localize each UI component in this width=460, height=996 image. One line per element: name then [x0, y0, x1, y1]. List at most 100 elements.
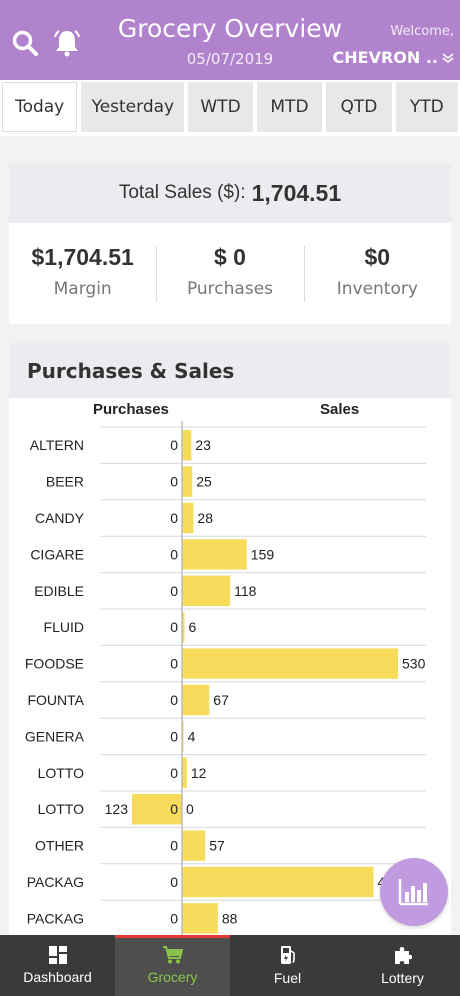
tab-qtd[interactable]: QTD [326, 82, 392, 132]
nav-lottery[interactable]: Lottery [345, 935, 460, 996]
dashboard-icon [48, 946, 67, 964]
sales-value-label: 118 [234, 583, 257, 599]
sales-bar [182, 757, 187, 788]
tab-wtd[interactable]: WTD [188, 82, 253, 132]
purchases-value-label: 0 [170, 765, 178, 781]
margin-value: $1,704.51 [31, 243, 134, 270]
total-sales-label: Total Sales ($): [118, 182, 246, 203]
purchases-column-header: Purchases [93, 401, 169, 418]
purchases-value-label: 0 [170, 728, 178, 744]
sales-bar [182, 502, 194, 534]
category-label: CANDY [35, 510, 85, 526]
page-title: Grocery Overview [117, 14, 343, 43]
puzzle-icon [394, 947, 412, 964]
purchases-value-label: 0 [170, 838, 178, 854]
category-label: LOTTO [38, 765, 85, 781]
tab-mtd[interactable]: MTD [256, 82, 323, 132]
category-label: ALTERN [30, 437, 84, 453]
report-date: 05/07/2019 [186, 50, 274, 68]
bar-chart-icon [398, 879, 428, 906]
sales-value-label: 28 [197, 510, 213, 526]
cart-icon [162, 946, 183, 964]
category-label: LOTTO [38, 801, 85, 817]
tab-yesterday[interactable]: Yesterday [81, 82, 185, 132]
nav-fuel[interactable]: Fuel [230, 935, 345, 996]
bottom-nav: Dashboard Grocery Fuel Lottery [0, 935, 460, 996]
tab-ytd[interactable]: YTD [395, 82, 458, 132]
sales-bar [182, 866, 374, 898]
purchases-label: Purchases [186, 278, 274, 299]
sales-bar [182, 612, 185, 643]
chevron-down-icon [442, 52, 454, 63]
category-label: EDIBLE [34, 583, 84, 599]
sales-bar [182, 430, 192, 461]
fuel-icon [280, 946, 295, 964]
purchases-value-label: 0 [170, 474, 178, 490]
sales-value-label: 159 [251, 546, 275, 562]
sales-value-label: 25 [196, 474, 212, 490]
welcome-label: Welcome, [390, 24, 454, 39]
purchases-sales-chart: ALTERN 23 0 BEER 25 0 CANDY 28 0 CIGARE 159 0 EDIBLE… [25, 421, 426, 943]
category-label: BEER [46, 474, 84, 490]
purchases-value-label: 0 [170, 510, 178, 526]
sales-bar [182, 648, 398, 679]
sales-value-label: 57 [209, 838, 225, 854]
purchases-value-label: 0 [170, 619, 178, 635]
bell-icon[interactable] [50, 26, 84, 60]
nav-grocery[interactable]: Grocery [115, 935, 230, 996]
user-dropdown[interactable]: CHEVRON .. [333, 48, 454, 67]
sales-value-label: 23 [195, 437, 211, 453]
sales-value-label: 67 [213, 692, 229, 708]
purchases-zero-label: 0 [170, 801, 178, 817]
sales-bar [182, 539, 247, 570]
category-label: GENERA [25, 728, 85, 744]
category-label: OTHER [35, 838, 84, 854]
search-icon[interactable] [8, 26, 42, 60]
sales-value-label: 4 [188, 728, 196, 744]
tab-today[interactable]: Today [2, 82, 78, 132]
purchases-sales-card: Purchases & Sales Purchases Sales ALTERN… [9, 343, 451, 943]
sales-value-label: 0 [186, 801, 194, 817]
purchases-value-label: 0 [170, 692, 178, 708]
purchases-value-label: 0 [170, 910, 178, 926]
stat-margin: $1,704.51 Margin [9, 244, 156, 304]
user-name: CHEVRON .. [332, 48, 438, 67]
sales-summary-card: Total Sales ($): 1,704.51 $1,704.51 Marg… [9, 163, 451, 324]
nav-dashboard[interactable]: Dashboard [0, 935, 115, 996]
purchases-value-label: 0 [170, 874, 178, 890]
sales-value-label: 88 [222, 910, 238, 926]
stat-purchases: $ 0 Purchases [156, 244, 303, 304]
chart-view-button[interactable] [380, 858, 448, 926]
sales-value-label: 12 [191, 765, 207, 781]
inventory-label: Inventory [336, 278, 418, 299]
nav-dashboard-label: Dashboard [23, 969, 92, 985]
margin-label: Margin [53, 278, 112, 299]
purchases-value: $ 0 [214, 243, 246, 270]
category-label: PACKAG [27, 910, 84, 926]
total-sales: Total Sales ($): 1,704.51 [9, 163, 451, 223]
sales-column-header: Sales [320, 401, 360, 418]
nav-grocery-label: Grocery [147, 969, 198, 985]
purchases-value-label: 0 [170, 656, 178, 672]
purchases-value-label: 0 [170, 546, 178, 562]
category-label: FOODSE [25, 656, 84, 672]
sales-bar [182, 903, 218, 934]
sales-value-label: 6 [188, 619, 196, 635]
total-sales-value: 1,704.51 [251, 179, 342, 206]
inventory-value: $0 [364, 243, 391, 270]
section-title: Purchases & Sales [9, 343, 451, 398]
category-label: CIGARE [30, 546, 84, 562]
sales-value-label: 530 [402, 656, 426, 672]
stat-inventory: $0 Inventory [303, 243, 451, 304]
nav-lottery-label: Lottery [381, 970, 424, 986]
sales-bar [182, 830, 206, 861]
app-header: Grocery Overview 05/07/2019 Welcome, CHE… [0, 0, 460, 80]
purchases-bar [132, 794, 182, 825]
purchases-value-label: 0 [170, 583, 178, 599]
sales-bar [182, 721, 184, 752]
sales-bar [182, 466, 193, 497]
nav-fuel-label: Fuel [273, 970, 302, 986]
period-tabs: Today Yesterday WTD MTD QTD YTD [0, 80, 460, 136]
category-label: FOUNTA [27, 692, 84, 708]
purchases-value-label: 0 [170, 437, 178, 453]
